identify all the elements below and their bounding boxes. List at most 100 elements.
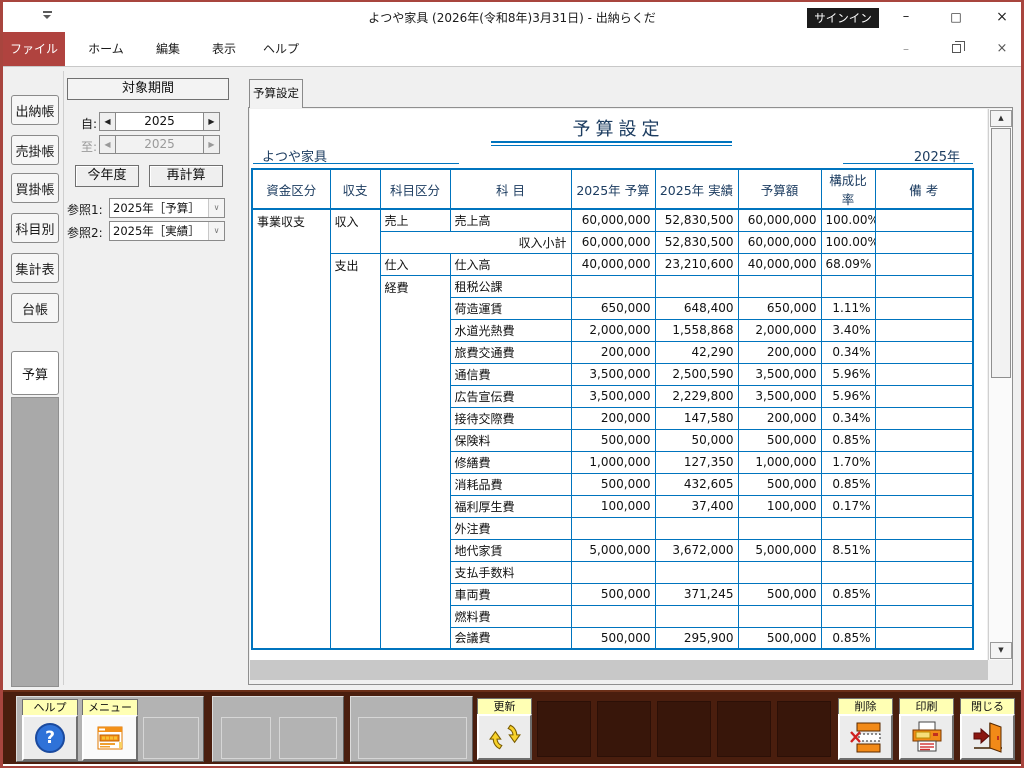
table-cell[interactable]: 支払手数料 [449,560,572,584]
table-cell[interactable]: 支出 [329,252,381,650]
table-cell[interactable]: 432,605 [654,472,739,496]
table-cell[interactable]: 8.51% [820,538,876,562]
table-cell[interactable]: 5.96% [820,362,876,386]
table-cell[interactable] [570,516,656,540]
table-cell[interactable] [737,516,822,540]
table-cell[interactable] [874,252,974,276]
table-cell[interactable]: 500,000 [737,472,822,496]
table-cell[interactable]: 100,000 [570,494,656,518]
table-cell[interactable]: 通信費 [449,362,572,386]
table-cell[interactable] [874,450,974,474]
menu-restore-button[interactable] [941,36,971,62]
table-cell[interactable]: 3,500,000 [570,362,656,386]
table-cell[interactable] [874,296,974,320]
help-button[interactable]: ? [22,715,78,761]
sidebar-item-6[interactable]: 予算 [11,351,59,395]
table-cell[interactable]: 接待交際費 [449,406,572,430]
table-cell[interactable] [874,516,974,540]
table-cell[interactable] [874,494,974,518]
table-cell[interactable]: 147,580 [654,406,739,430]
table-cell[interactable]: 1,558,868 [654,318,739,342]
recalculate-button[interactable]: 再計算 [149,165,223,187]
close-button[interactable]: × [996,9,1008,25]
sidebar-item-1[interactable]: 売掛帳 [11,135,59,165]
maximize-button[interactable]: □ [950,10,962,24]
table-cell[interactable] [874,318,974,342]
table-cell[interactable]: 1.11% [820,296,876,320]
table-cell[interactable]: 水道光熱費 [449,318,572,342]
table-cell[interactable]: 3,500,000 [737,384,822,408]
table-cell[interactable] [874,472,974,496]
table-cell[interactable] [820,516,876,540]
table-cell[interactable] [737,604,822,628]
table-cell[interactable]: 200,000 [570,406,656,430]
table-cell[interactable] [654,604,739,628]
table-cell[interactable]: 売上 [379,208,451,232]
menu-minimize-button[interactable]: – [903,42,909,56]
table-cell[interactable]: 3,672,000 [654,538,739,562]
table-cell[interactable]: 地代家賃 [449,538,572,562]
table-cell[interactable]: 648,400 [654,296,739,320]
table-cell[interactable] [874,626,974,650]
scroll-up-icon[interactable]: ▲ [990,110,1012,127]
table-cell[interactable]: 2,229,800 [654,384,739,408]
table-cell[interactable]: 40,000,000 [570,252,656,276]
table-cell[interactable]: 500,000 [737,582,822,606]
table-cell[interactable]: 3,500,000 [737,362,822,386]
table-cell[interactable] [874,274,974,298]
table-cell[interactable]: 0.34% [820,406,876,430]
table-cell[interactable] [737,274,822,298]
table-cell[interactable]: 500,000 [570,626,656,650]
table-cell[interactable]: 収入小計 [379,230,572,254]
table-cell[interactable]: 車両費 [449,582,572,606]
table-cell[interactable]: 200,000 [570,340,656,364]
table-cell[interactable]: 42,290 [654,340,739,364]
table-cell[interactable]: 60,000,000 [737,230,822,254]
minimize-button[interactable]: – [902,9,910,24]
table-cell[interactable] [874,428,974,452]
table-cell[interactable]: 仕入 [379,252,451,276]
table-cell[interactable]: 租税公課 [449,274,572,298]
table-cell[interactable]: 0.17% [820,494,876,518]
table-cell[interactable]: 100,000 [737,494,822,518]
quick-access-toolbar-icon[interactable] [41,11,53,19]
table-cell[interactable] [820,274,876,298]
menu-close-button[interactable]: × [996,41,1008,56]
table-cell[interactable]: 60,000,000 [570,208,656,232]
table-cell[interactable]: 60,000,000 [570,230,656,254]
table-cell[interactable]: 52,830,500 [654,208,739,232]
signin-button[interactable]: サインイン [807,8,879,28]
table-cell[interactable]: 売上高 [449,208,572,232]
spin-right-icon[interactable]: ▶ [203,112,220,131]
table-cell[interactable]: 2,500,590 [654,362,739,386]
table-cell[interactable] [874,582,974,606]
table-cell[interactable]: 0.85% [820,472,876,496]
table-cell[interactable]: 23,210,600 [654,252,739,276]
table-cell[interactable]: 燃料費 [449,604,572,628]
close-window-button[interactable] [960,714,1015,760]
table-cell[interactable] [570,560,656,584]
delete-button[interactable] [838,714,893,760]
table-cell[interactable] [570,604,656,628]
table-cell[interactable] [874,604,974,628]
table-cell[interactable] [570,274,656,298]
table-cell[interactable]: 1,000,000 [570,450,656,474]
menu-button[interactable] [82,715,138,761]
ref2-dropdown[interactable]: 2025年［実績］ ∨ [109,221,225,241]
menu-item-2[interactable]: 編集 [155,42,180,56]
table-cell[interactable] [874,362,974,386]
table-cell[interactable]: 500,000 [570,428,656,452]
table-cell[interactable] [874,340,974,364]
table-cell[interactable]: 収入 [329,208,381,254]
table-cell[interactable]: 60,000,000 [737,208,822,232]
table-cell[interactable]: 0.85% [820,582,876,606]
menu-item-1[interactable]: ホーム [88,42,124,56]
table-cell[interactable]: 2,000,000 [570,318,656,342]
table-cell[interactable]: 0.85% [820,428,876,452]
table-cell[interactable]: 仕入高 [449,252,572,276]
table-cell[interactable] [820,560,876,584]
table-cell[interactable]: 福利厚生費 [449,494,572,518]
table-cell[interactable] [737,560,822,584]
table-cell[interactable] [874,406,974,430]
sidebar-item-3[interactable]: 科目別 [11,213,59,243]
